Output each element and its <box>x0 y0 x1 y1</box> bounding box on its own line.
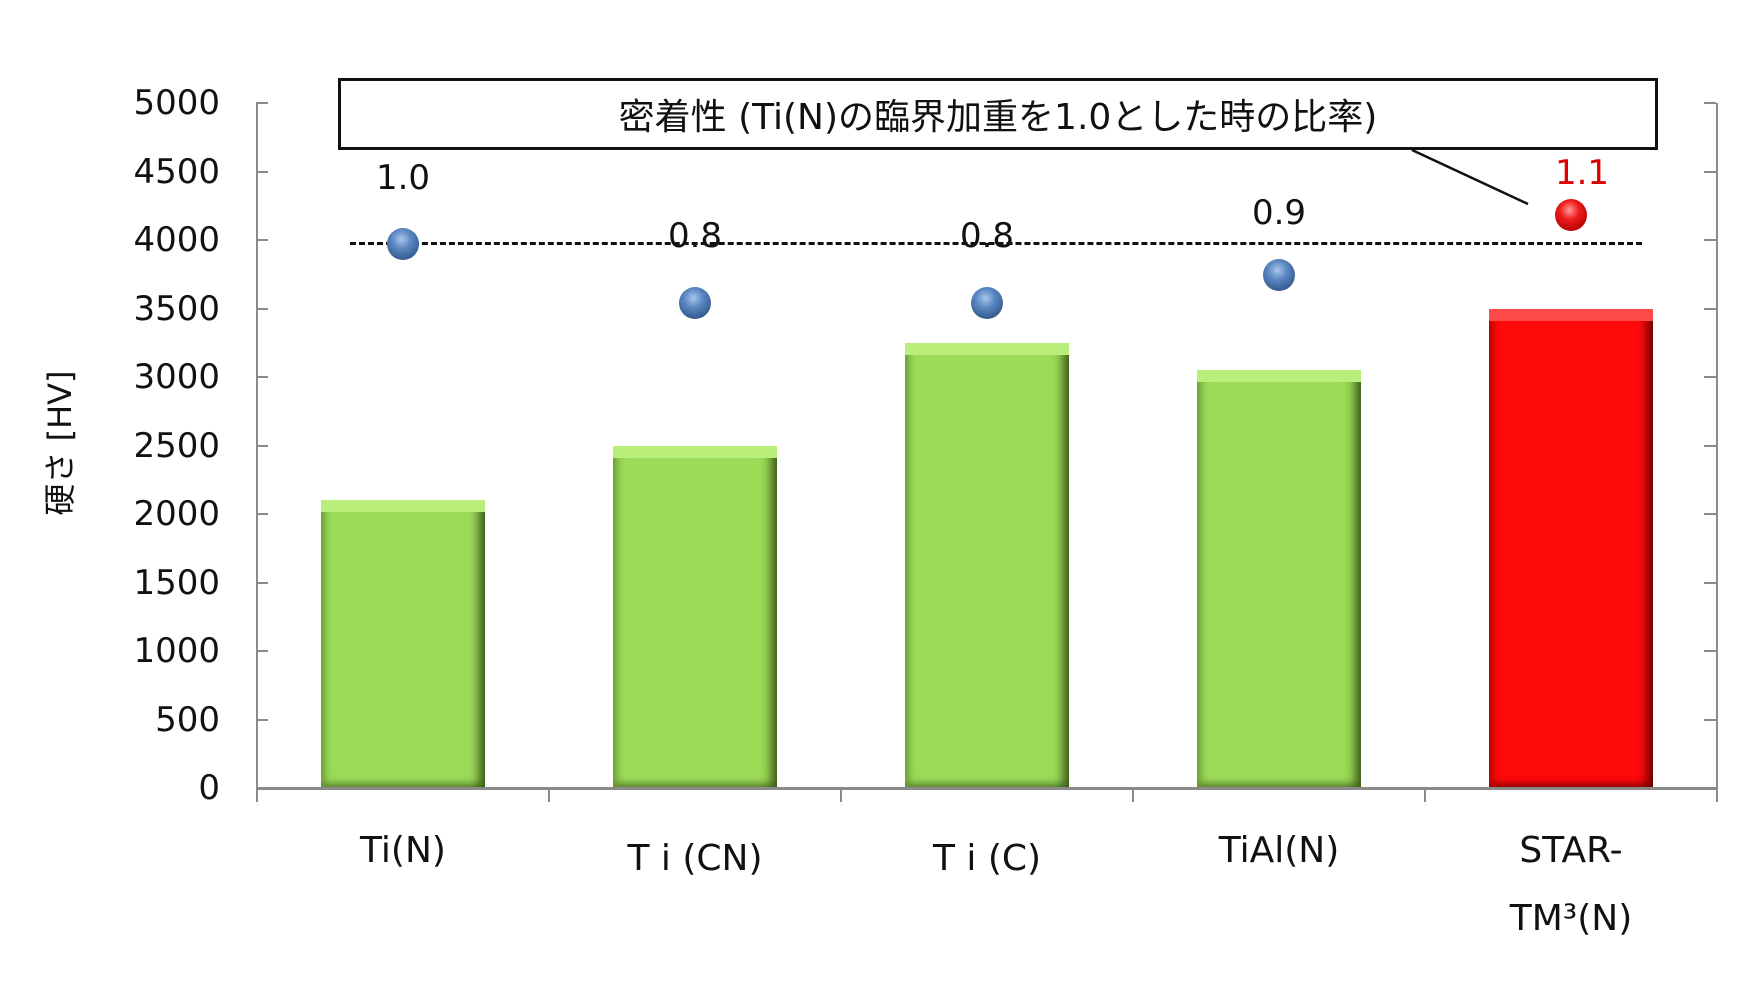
y-tick-mark <box>1704 376 1716 378</box>
y-tick-mark <box>256 171 268 173</box>
y-tick-mark <box>256 513 268 515</box>
y-tick-label: 2500 <box>133 426 220 466</box>
x-label-star-line1: STAR- <box>1519 830 1623 871</box>
x-label-tic: T i (C) <box>932 838 1042 879</box>
y-tick-mark <box>1704 239 1716 241</box>
y-tick-label: 500 <box>155 700 220 740</box>
bar-tic <box>905 343 1069 788</box>
y-tick-label: 4500 <box>133 152 220 192</box>
y-tick-mark <box>256 239 268 241</box>
y-tick-label: 5000 <box>133 83 220 123</box>
x-tick-mark <box>548 788 550 802</box>
y-tick-mark <box>256 582 268 584</box>
x-tick-mark <box>840 788 842 802</box>
y-tick-mark <box>1704 719 1716 721</box>
adhesion-label-tialn: 0.9 <box>1251 193 1307 233</box>
y-tick-label: 3500 <box>133 289 220 329</box>
adhesion-point-tialn <box>1263 259 1295 291</box>
y-tick-label: 0 <box>198 768 220 808</box>
x-tick-mark <box>256 788 258 802</box>
adhesion-label-star-tm3n: 1.1 <box>1554 153 1610 193</box>
y-tick-mark <box>256 308 268 310</box>
right-y-axis <box>1716 103 1718 800</box>
y-tick-mark <box>256 102 268 104</box>
x-axis <box>256 787 1718 790</box>
y-tick-mark <box>1704 445 1716 447</box>
y-tick-label: 4000 <box>133 220 220 260</box>
y-tick-mark <box>1704 513 1716 515</box>
y-tick-mark <box>256 376 268 378</box>
left-y-axis <box>256 103 258 800</box>
y-tick-mark <box>1704 171 1716 173</box>
annotation-leader-line <box>1411 148 1529 206</box>
annotation-box: 密着性 (Ti(N)の臨界加重を1.0とした時の比率) <box>338 78 1658 150</box>
adhesion-label-ticn: 0.8 <box>667 216 723 256</box>
x-label-tin: Ti(N) <box>360 830 446 871</box>
y-axis-label: 硬さ [HV] <box>41 370 79 516</box>
x-label-ticn: T i (CN) <box>627 838 763 879</box>
bar-tialn <box>1197 370 1361 788</box>
adhesion-point-tin <box>387 228 419 260</box>
y-tick-mark <box>1704 650 1716 652</box>
adhesion-point-ticn <box>679 287 711 319</box>
y-tick-label: 3000 <box>133 357 220 397</box>
adhesion-point-star-tm3n <box>1555 199 1587 231</box>
adhesion-point-tic <box>971 287 1003 319</box>
adhesion-label-tin: 1.0 <box>375 158 431 198</box>
y-tick-mark <box>256 719 268 721</box>
x-tick-mark <box>1132 788 1134 802</box>
y-tick-label: 1000 <box>133 631 220 671</box>
x-label-tialn: TiAl(N) <box>1218 830 1340 871</box>
x-tick-mark <box>1424 788 1426 802</box>
y-tick-mark <box>256 650 268 652</box>
bar-tin <box>321 500 485 788</box>
x-label-star-line2: TM³(N) <box>1509 898 1633 939</box>
reference-line-4000 <box>350 242 1642 245</box>
y-tick-label: 1500 <box>133 563 220 603</box>
y-tick-mark <box>1704 582 1716 584</box>
y-tick-mark <box>256 445 268 447</box>
annotation-text: 密着性 (Ti(N)の臨界加重を1.0とした時の比率) <box>618 97 1378 138</box>
y-tick-mark <box>1704 102 1716 104</box>
x-tick-mark <box>1716 788 1718 802</box>
y-tick-mark <box>1704 308 1716 310</box>
adhesion-label-tic: 0.8 <box>959 216 1015 256</box>
y-tick-label: 2000 <box>133 494 220 534</box>
bar-star-tm3n <box>1489 309 1653 788</box>
bar-ticn <box>613 446 777 788</box>
